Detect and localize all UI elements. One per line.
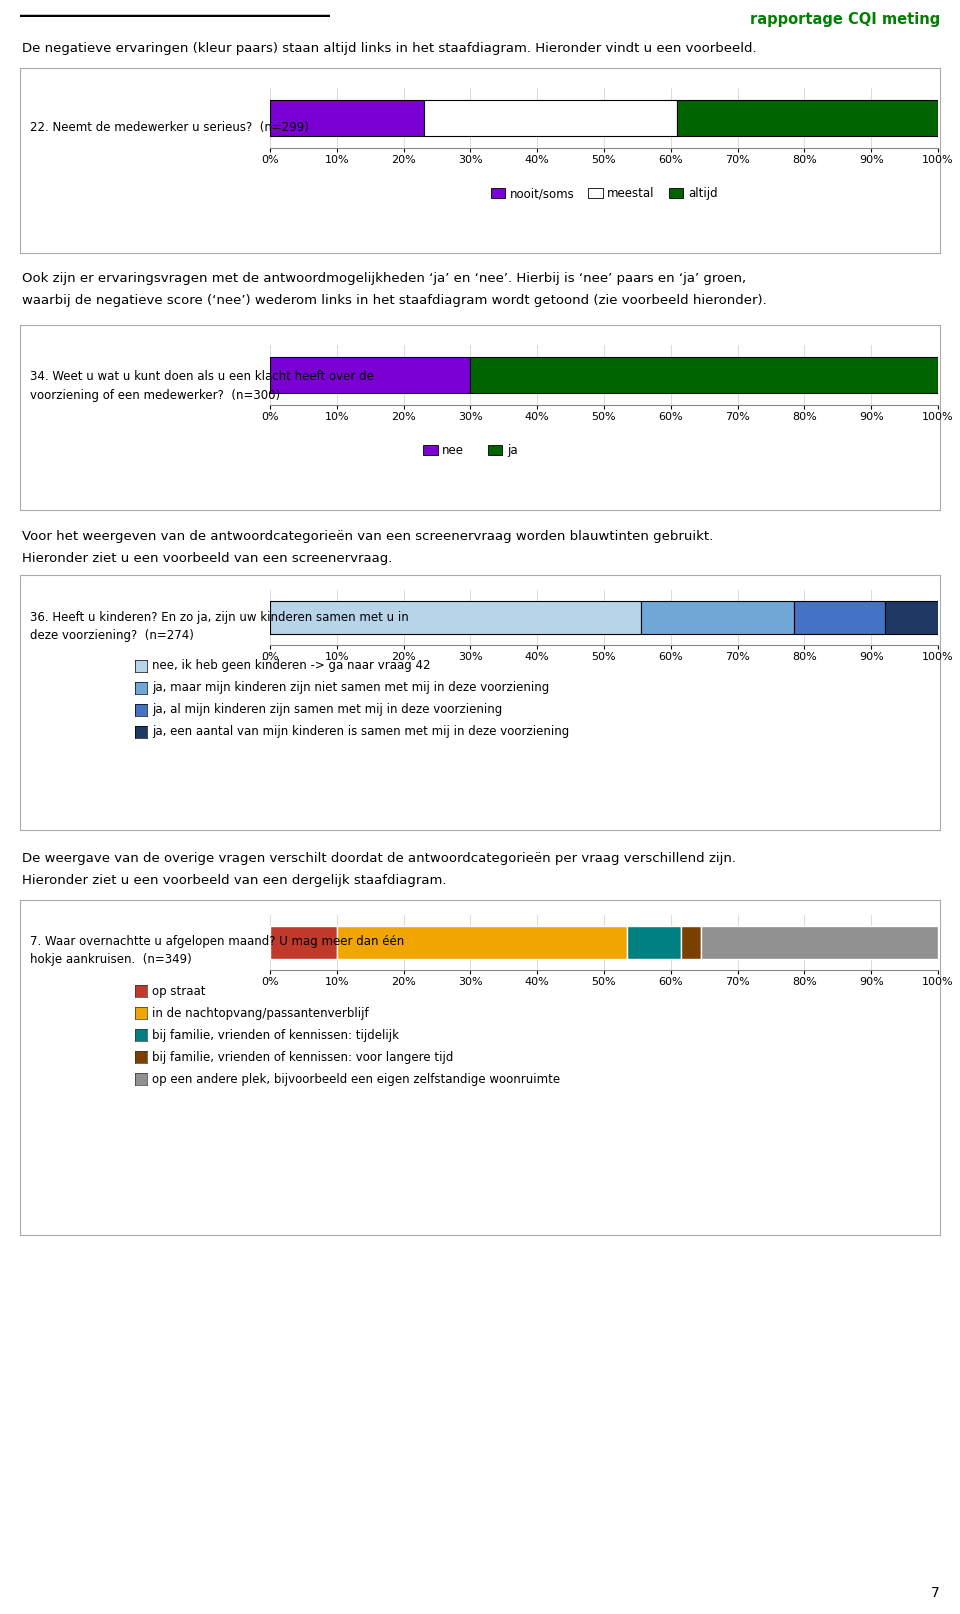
- Text: 7: 7: [931, 1587, 940, 1599]
- Bar: [681, 926, 701, 959]
- Text: 22. Neemt de medewerker u serieus?  (n=299): 22. Neemt de medewerker u serieus? (n=29…: [30, 121, 309, 134]
- Text: Hieronder ziet u een voorbeeld van een screenervraag.: Hieronder ziet u een voorbeeld van een s…: [22, 552, 393, 565]
- Bar: [270, 600, 640, 634]
- Text: 34. Weet u wat u kunt doen als u een klacht heeft over de: 34. Weet u wat u kunt doen als u een kla…: [30, 371, 373, 384]
- Text: De negatieve ervaringen (kleur paars) staan altijd links in het staafdiagram. Hi: De negatieve ervaringen (kleur paars) st…: [22, 42, 756, 55]
- Text: voorziening of een medewerker?  (n=300): voorziening of een medewerker? (n=300): [30, 389, 280, 402]
- Text: ja, een aantal van mijn kinderen is samen met mij in deze voorziening: ja, een aantal van mijn kinderen is same…: [152, 726, 569, 739]
- Bar: [470, 357, 938, 392]
- Bar: [270, 357, 470, 392]
- Bar: [628, 926, 681, 959]
- Text: waarbij de negatieve score (‘nee’) wederom links in het staafdiagram wordt getoo: waarbij de negatieve score (‘nee’) weder…: [22, 294, 767, 307]
- Text: nee, ik heb geen kinderen -> ga naar vraag 42: nee, ik heb geen kinderen -> ga naar vra…: [152, 660, 430, 673]
- Bar: [678, 100, 938, 136]
- Text: De weergave van de overige vragen verschilt doordat de antwoordcategorieën per v: De weergave van de overige vragen versch…: [22, 852, 736, 865]
- Bar: [701, 926, 938, 959]
- Text: Hieronder ziet u een voorbeeld van een dergelijk staafdiagram.: Hieronder ziet u een voorbeeld van een d…: [22, 875, 446, 888]
- Text: op een andere plek, bijvoorbeeld een eigen zelfstandige woonruimte: op een andere plek, bijvoorbeeld een eig…: [152, 1072, 560, 1086]
- Legend: nee, ja: nee, ja: [419, 439, 522, 462]
- Bar: [270, 926, 337, 959]
- Bar: [640, 600, 794, 634]
- Text: bij familie, vrienden of kennissen: voor langere tijd: bij familie, vrienden of kennissen: voor…: [152, 1051, 453, 1064]
- Text: rapportage CQI meting: rapportage CQI meting: [750, 11, 940, 27]
- Bar: [423, 100, 678, 136]
- Bar: [794, 600, 884, 634]
- Text: bij familie, vrienden of kennissen: tijdelijk: bij familie, vrienden of kennissen: tijd…: [152, 1028, 399, 1041]
- Text: 7. Waar overnachtte u afgelopen maand? U mag meer dan één: 7. Waar overnachtte u afgelopen maand? U…: [30, 936, 404, 949]
- Text: ja, al mijn kinderen zijn samen met mij in deze voorziening: ja, al mijn kinderen zijn samen met mij …: [152, 704, 502, 717]
- Bar: [884, 600, 938, 634]
- Text: Ook zijn er ervaringsvragen met de antwoordmogelijkheden ‘ja’ en ‘nee’. Hierbij : Ook zijn er ervaringsvragen met de antwo…: [22, 273, 746, 286]
- Text: 36. Heeft u kinderen? En zo ja, zijn uw kinderen samen met u in: 36. Heeft u kinderen? En zo ja, zijn uw …: [30, 610, 409, 623]
- Legend: nooit/soms, meestal, altijd: nooit/soms, meestal, altijd: [486, 182, 722, 205]
- Bar: [270, 100, 423, 136]
- Bar: [337, 926, 628, 959]
- Text: Voor het weergeven van de antwoordcategorieën van een screenervraag worden blauw: Voor het weergeven van de antwoordcatego…: [22, 529, 713, 542]
- Text: hokje aankruisen.  (n=349): hokje aankruisen. (n=349): [30, 954, 192, 967]
- Text: deze voorziening?  (n=274): deze voorziening? (n=274): [30, 628, 194, 641]
- Text: ja, maar mijn kinderen zijn niet samen met mij in deze voorziening: ja, maar mijn kinderen zijn niet samen m…: [152, 681, 549, 694]
- Text: in de nachtopvang/passantenverblijf: in de nachtopvang/passantenverblijf: [152, 1007, 369, 1020]
- Text: op straat: op straat: [152, 985, 205, 997]
